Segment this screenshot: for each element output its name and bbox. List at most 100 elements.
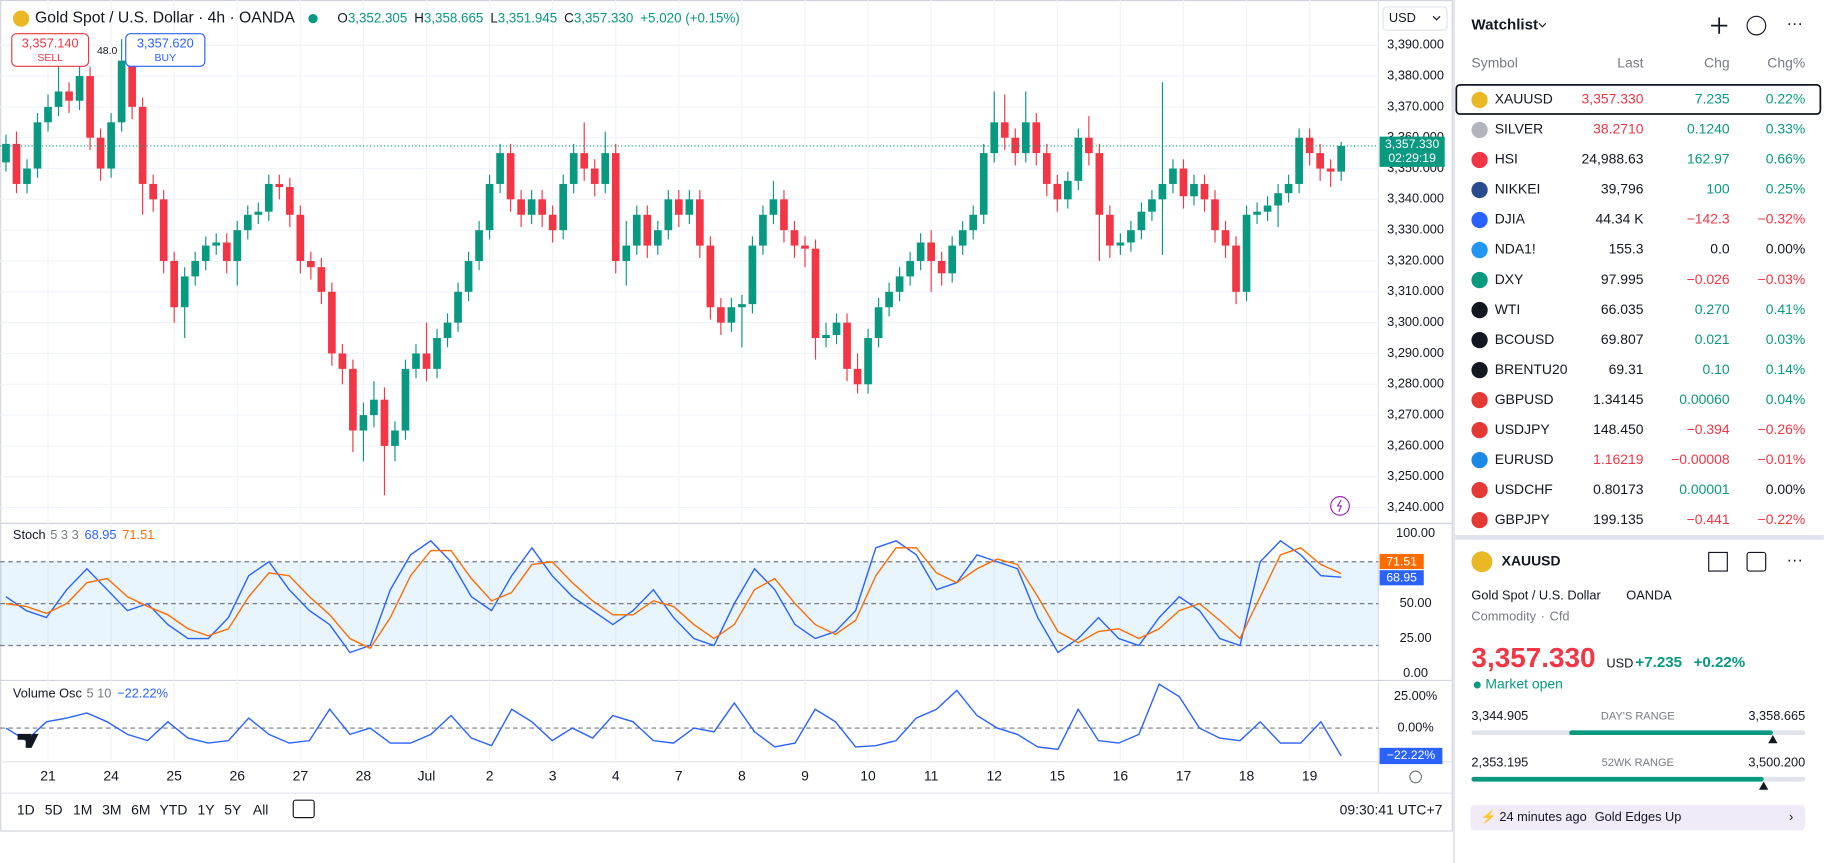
exchange: OANDA bbox=[1626, 588, 1672, 603]
candle-body bbox=[1042, 153, 1051, 184]
more-icon[interactable]: ··· bbox=[1787, 15, 1803, 33]
candle-body bbox=[1190, 183, 1198, 197]
currency-select[interactable] bbox=[1382, 6, 1448, 31]
candle-body bbox=[1295, 137, 1303, 184]
add-icon[interactable] bbox=[1711, 17, 1728, 34]
sell-button[interactable] bbox=[11, 33, 90, 67]
candle-body bbox=[664, 199, 673, 231]
symbol-icon bbox=[12, 10, 30, 27]
range-button[interactable]: 5Y bbox=[224, 801, 241, 817]
column-header: Chg bbox=[1704, 55, 1730, 71]
x-tick-label: 18 bbox=[1239, 768, 1255, 784]
panel-divider bbox=[1455, 535, 1824, 540]
chg: 0.00001 bbox=[1679, 481, 1730, 497]
last: 1.16219 bbox=[1593, 451, 1644, 467]
last: 69.31 bbox=[1609, 361, 1644, 377]
candle-body bbox=[1000, 122, 1009, 138]
symbol-icon bbox=[1471, 551, 1493, 573]
date-range-icon[interactable] bbox=[292, 799, 315, 819]
vol-last: −22.22% bbox=[117, 686, 168, 701]
ohlc: O3,352.305 H3,358.665 L3,351.945 C3,357.330… bbox=[337, 10, 739, 25]
range-button[interactable]: 5D bbox=[45, 801, 63, 817]
chg-pct: 0.00% bbox=[1766, 481, 1806, 497]
candle-body bbox=[895, 276, 904, 292]
range-button[interactable]: 1D bbox=[17, 801, 35, 817]
candle-body bbox=[559, 183, 568, 231]
chevron bbox=[1538, 22, 1547, 28]
candle-body bbox=[370, 399, 378, 416]
h-value: 3,358.665 bbox=[424, 10, 483, 25]
candle-body bbox=[548, 214, 557, 231]
candle-body bbox=[769, 199, 778, 215]
detail-price: 3,357.330 bbox=[1471, 642, 1595, 673]
range-button[interactable]: YTD bbox=[160, 801, 188, 817]
value-badge bbox=[1379, 553, 1424, 570]
candle-body bbox=[853, 368, 862, 385]
chg: −0.00008 bbox=[1671, 451, 1730, 467]
candle-body bbox=[674, 199, 683, 215]
candle-body bbox=[401, 368, 410, 431]
symbol-icon bbox=[1471, 241, 1488, 259]
x-tick-label: 3 bbox=[549, 768, 557, 784]
candle-body bbox=[1263, 205, 1272, 212]
chg-pct: 0.14% bbox=[1766, 361, 1806, 377]
stoch-legend: Stoch 5 3 3 68.95 71.51 bbox=[13, 528, 154, 543]
layout-icon[interactable] bbox=[1708, 551, 1728, 572]
candle-body bbox=[464, 260, 473, 292]
candle-body bbox=[96, 137, 105, 169]
candle-body bbox=[349, 368, 357, 431]
candle-body bbox=[864, 338, 872, 385]
candle-body bbox=[1021, 122, 1030, 154]
candle-body bbox=[433, 338, 441, 369]
candle-body bbox=[990, 122, 999, 154]
candle-body bbox=[1326, 168, 1335, 172]
candle-body bbox=[1011, 137, 1020, 154]
news-banner[interactable] bbox=[1470, 804, 1806, 831]
chg-pct: 0.41% bbox=[1766, 301, 1806, 317]
detail-change: +7.235 bbox=[1635, 654, 1682, 671]
range-button[interactable]: 3M bbox=[102, 801, 121, 817]
chart-icon[interactable] bbox=[1746, 15, 1767, 36]
buy-button[interactable] bbox=[125, 33, 206, 67]
value-badge bbox=[1379, 570, 1424, 586]
candle-body bbox=[454, 291, 462, 323]
candle-body bbox=[33, 122, 42, 169]
chg-pct: −0.03% bbox=[1758, 271, 1806, 287]
chg: 7.235 bbox=[1695, 91, 1730, 107]
symbol: XAUUSD bbox=[1495, 91, 1553, 107]
candle-body bbox=[937, 260, 946, 274]
alert-icon[interactable] bbox=[1330, 496, 1350, 516]
range-button[interactable]: 1M bbox=[73, 801, 92, 817]
range-button[interactable]: 1Y bbox=[197, 801, 214, 817]
candle-body bbox=[748, 245, 757, 305]
last: 97.995 bbox=[1601, 271, 1644, 287]
last: 1.34145 bbox=[1593, 391, 1644, 407]
y-tick-label: 3,260.000 bbox=[1387, 437, 1444, 452]
y-tick-label: 3,240.000 bbox=[1387, 499, 1444, 514]
range-button[interactable]: All bbox=[253, 801, 269, 817]
chevron bbox=[1432, 15, 1441, 21]
candle-body bbox=[706, 245, 715, 308]
vol-params: 5 10 bbox=[87, 686, 112, 701]
symbol-title[interactable]: Gold Spot / U.S. Dollar · 4h · OANDA bbox=[35, 10, 295, 27]
settings-icon[interactable] bbox=[1409, 770, 1423, 784]
candle-body bbox=[1127, 230, 1135, 243]
y-tick-label: 3,280.000 bbox=[1387, 376, 1444, 391]
x-tick-label: 24 bbox=[103, 768, 119, 784]
chg-pct: −0.32% bbox=[1758, 211, 1806, 227]
candle-body bbox=[496, 153, 504, 184]
candle-body bbox=[979, 153, 988, 215]
symbol: NDA1! bbox=[1495, 241, 1536, 257]
x-tick-label: 19 bbox=[1302, 768, 1318, 784]
watchlist-title[interactable]: Watchlist bbox=[1471, 17, 1538, 34]
range-button[interactable]: 6M bbox=[131, 801, 150, 817]
y-tick-label: 3,330.000 bbox=[1387, 222, 1444, 237]
candle-body bbox=[832, 322, 841, 335]
day-range-label: DAY'S RANGE bbox=[1601, 710, 1675, 722]
more-icon[interactable]: ··· bbox=[1787, 551, 1803, 569]
candle-body bbox=[906, 260, 914, 277]
x-tick-label: 9 bbox=[801, 768, 809, 784]
candle-body bbox=[1200, 183, 1209, 200]
candle-body bbox=[822, 334, 830, 339]
edit-icon[interactable] bbox=[1746, 551, 1767, 572]
